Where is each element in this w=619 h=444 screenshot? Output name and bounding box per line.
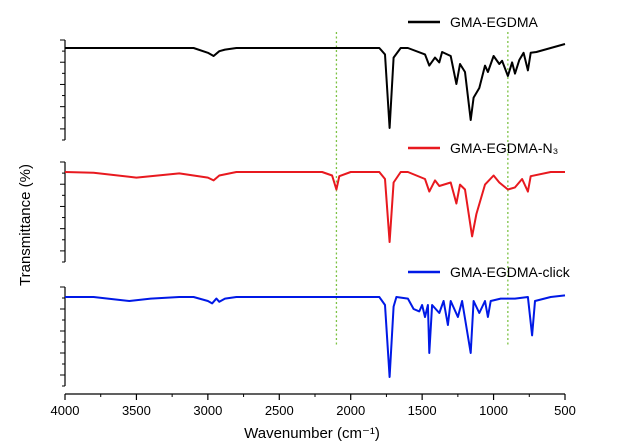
- series-line: [65, 43, 566, 129]
- legend-label: GMA-EGDMA-click: [450, 264, 571, 280]
- legend-label: GMA-EGDMA-N₃: [450, 140, 558, 156]
- y-axis-label: Transmittance (%): [17, 164, 34, 286]
- x-tick-label: 3000: [193, 403, 222, 418]
- series-line: [64, 171, 565, 243]
- x-tick-label: 3500: [122, 403, 151, 418]
- series-group: [64, 43, 566, 378]
- series-line: [65, 294, 566, 378]
- legend: GMA-EGDMA GMA-EGDMA-N₃ GMA-EGDMA-click: [408, 14, 571, 280]
- reference-lines: [335, 32, 509, 346]
- legend-label: GMA-EGDMA: [450, 14, 539, 30]
- x-tick-label: 500: [554, 403, 576, 418]
- x-tick-label: 2000: [336, 403, 365, 418]
- x-axis-label: Wavenumber (cm⁻¹): [244, 425, 380, 442]
- x-tick-label: 4000: [51, 403, 80, 418]
- x-tick-label: 1000: [479, 403, 508, 418]
- x-tick-label: 2500: [265, 403, 294, 418]
- axes: 4000 3500 3000 2500 2000 1500 1000 500: [51, 39, 576, 418]
- x-tick-label: 1500: [408, 403, 437, 418]
